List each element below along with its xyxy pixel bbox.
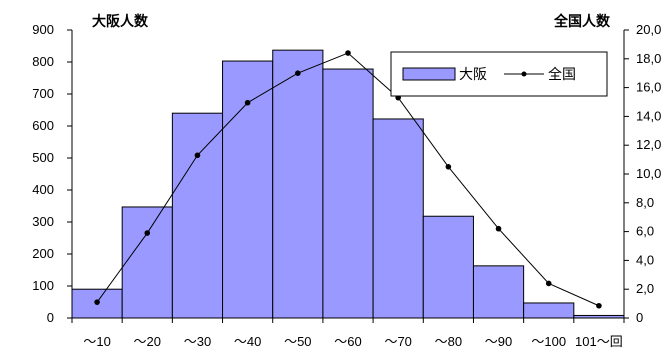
y-right-tick-label: 10,0 [636,166,661,181]
line-point-4 [244,99,251,106]
line-layer [94,50,602,309]
legend: 大阪 全国 [390,51,608,97]
y-left-tick-label: 800 [32,54,54,69]
line-point-8 [445,164,452,170]
bar-2 [121,206,173,319]
x-tick-label: ～60 [334,334,361,349]
x-tick-label: ～40 [234,334,261,349]
x-tick-label: ～50 [284,334,311,349]
line-point-11 [596,302,602,309]
y-left-tick-label: 700 [32,86,54,101]
x-tick-label: ～80 [435,334,462,349]
bar-4 [222,60,274,319]
y-right-tick-label: 20,0 [636,22,661,37]
bar-5 [272,49,324,319]
line-point-10 [545,280,552,287]
y-axis-left-title: 大阪人数 [92,13,149,29]
legend-swatch-bar [402,67,456,81]
line-point-1 [94,299,100,305]
axes-layer: 0 100 200 300 400 500 600 700 800 900 0 2,0 4,0 6,0 8,… [32,22,661,349]
line-point-6 [345,50,351,56]
legend-label-line: 全国 [548,66,576,82]
line-point-9 [495,225,502,232]
y-axis-right-title: 全国人数 [553,13,611,29]
x-tick-label: ～30 [184,334,211,349]
bar-8 [422,215,474,319]
x-tick-label: ～90 [485,334,512,349]
y-right-tick-label: 4,0 [636,252,654,267]
y-left-tick-label: 500 [32,150,54,165]
y-left-tick-label: 200 [32,246,54,261]
line-point-5 [295,70,301,76]
x-tick-label: ～20 [134,334,161,349]
bar-6 [322,68,374,319]
y-left-tick-label: 0 [47,310,54,325]
x-tick-label: ～10 [83,334,110,349]
line-point-2 [144,230,151,236]
bars-layer [71,49,625,319]
x-tick-label: 101～回 [575,334,623,349]
x-tick-label: ～100 [531,334,566,349]
x-tick-label: ～70 [384,334,411,349]
legend-label-bar: 大阪 [459,66,487,82]
bar-7 [372,118,424,319]
y-right-tick-label: 6,0 [636,224,654,239]
bar-9 [472,265,525,319]
y-right-tick-label: 16,0 [636,80,661,95]
y-right-tick-label: 2,0 [636,281,654,296]
bar-3 [171,112,224,319]
y-left-tick-label: 900 [32,22,54,37]
bar-10 [523,302,575,319]
y-left-tick-label: 600 [32,118,54,133]
y-left-tick-label: 300 [32,214,54,229]
y-right-tick-label: 14,0 [636,108,661,123]
y-right-tick-label: 18,0 [636,51,661,66]
legend-swatch-marker [521,71,527,77]
y-right-tick-label: 0 [636,310,643,325]
y-left-tick-label: 100 [32,278,54,293]
y-right-tick-label: 8,0 [636,195,654,210]
y-right-tick-label: 12,0 [636,137,661,152]
line-point-3 [194,152,201,159]
y-left-tick-label: 400 [32,182,54,197]
